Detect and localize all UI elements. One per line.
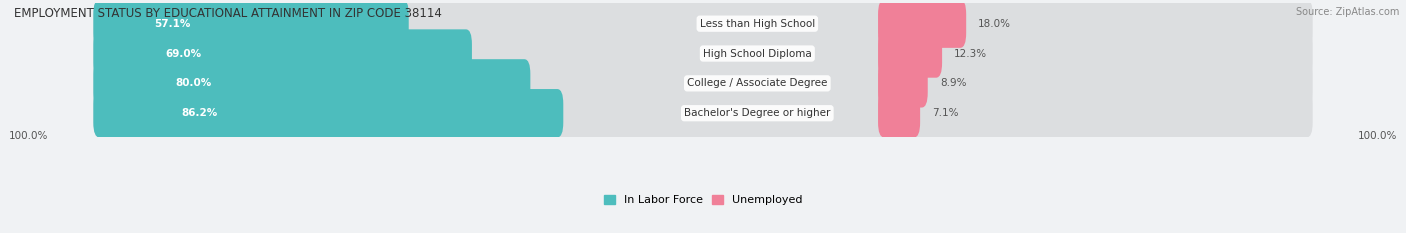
Text: 100.0%: 100.0%: [1358, 131, 1398, 140]
Text: 8.9%: 8.9%: [939, 78, 966, 88]
Text: 80.0%: 80.0%: [176, 78, 212, 88]
FancyBboxPatch shape: [93, 59, 530, 108]
FancyBboxPatch shape: [93, 0, 409, 48]
Text: 86.2%: 86.2%: [181, 108, 218, 118]
Text: Source: ZipAtlas.com: Source: ZipAtlas.com: [1295, 7, 1399, 17]
Text: 18.0%: 18.0%: [979, 19, 1011, 29]
FancyBboxPatch shape: [93, 89, 1313, 137]
Text: High School Diploma: High School Diploma: [703, 48, 811, 58]
Text: College / Associate Degree: College / Associate Degree: [688, 78, 828, 88]
Text: 12.3%: 12.3%: [955, 48, 987, 58]
Text: 57.1%: 57.1%: [155, 19, 190, 29]
FancyBboxPatch shape: [879, 29, 942, 78]
FancyBboxPatch shape: [93, 89, 564, 137]
Text: EMPLOYMENT STATUS BY EDUCATIONAL ATTAINMENT IN ZIP CODE 38114: EMPLOYMENT STATUS BY EDUCATIONAL ATTAINM…: [14, 7, 441, 20]
FancyBboxPatch shape: [879, 89, 920, 137]
Text: Bachelor's Degree or higher: Bachelor's Degree or higher: [685, 108, 831, 118]
FancyBboxPatch shape: [879, 59, 928, 108]
FancyBboxPatch shape: [93, 29, 1313, 78]
Legend: In Labor Force, Unemployed: In Labor Force, Unemployed: [603, 195, 803, 206]
Text: 7.1%: 7.1%: [932, 108, 959, 118]
FancyBboxPatch shape: [879, 0, 966, 48]
Text: 69.0%: 69.0%: [166, 48, 201, 58]
FancyBboxPatch shape: [93, 0, 1313, 48]
Text: Less than High School: Less than High School: [700, 19, 815, 29]
Text: 100.0%: 100.0%: [8, 131, 48, 140]
FancyBboxPatch shape: [93, 59, 1313, 108]
FancyBboxPatch shape: [93, 29, 472, 78]
